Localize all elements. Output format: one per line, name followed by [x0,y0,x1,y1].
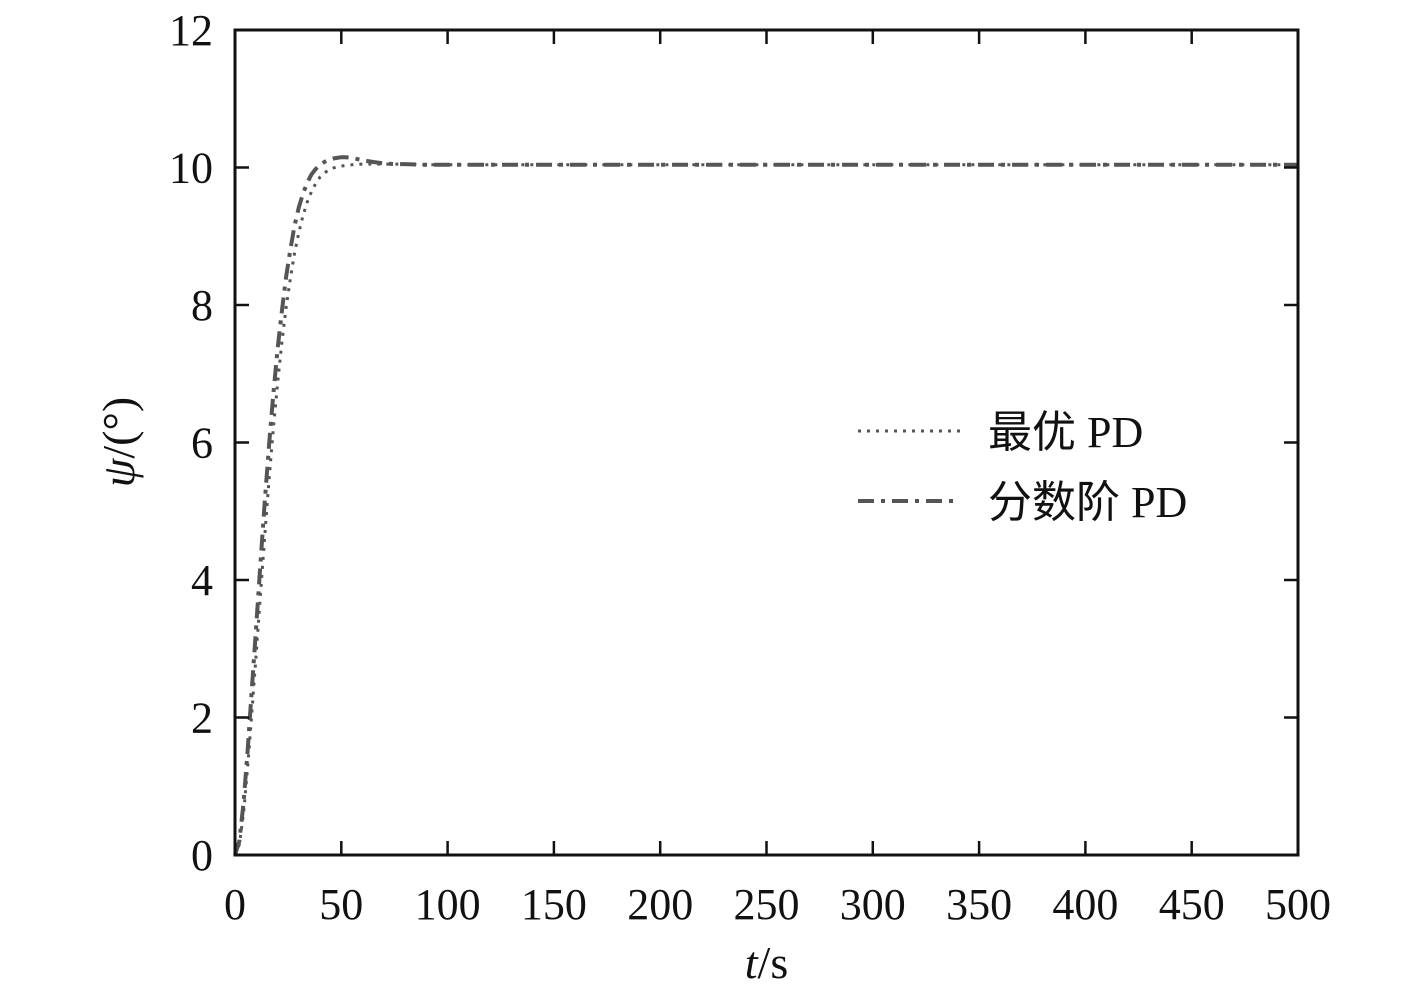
x-axis-label-symbol: t [745,937,759,988]
legend-label-2: 分数阶 PD [988,478,1187,527]
x-tick-label: 50 [319,880,363,929]
y-axis-label-unit: /(°) [93,397,144,459]
series-layer [233,155,1298,856]
x-tick-label: 200 [627,880,693,929]
y-axis-label: ψ/(°) [93,397,144,487]
series-line-1 [233,162,1298,856]
series-line-2 [233,155,1298,856]
x-tick-label: 100 [415,880,481,929]
y-tick-label: 2 [191,694,213,743]
x-tick-label: 0 [224,880,246,929]
legend: 最优 PD 分数阶 PD [858,408,1187,527]
y-tick-label: 0 [191,831,213,880]
x-tick-label: 150 [521,880,587,929]
x-tick-label: 300 [840,880,906,929]
legend-label-1: 最优 PD [988,408,1143,457]
x-tick-label: 400 [1052,880,1118,929]
y-tick-label: 6 [191,419,213,468]
y-tick-label: 8 [191,281,213,330]
x-tick-label: 250 [734,880,800,929]
x-axis-label: t/s [745,937,788,988]
y-tick-label: 4 [191,556,213,605]
y-axis-label-symbol: ψ [93,457,144,487]
x-axis-label-unit: /s [758,937,789,988]
x-tick-label: 500 [1265,880,1331,929]
x-tick-label: 350 [946,880,1012,929]
labels-layer: 0 50 100 150 200 250 300 350 400 450 500 0 2 4 6 8 10 12 t… [93,6,1331,988]
ticks-layer [233,28,1300,857]
x-tick-label: 450 [1159,880,1225,929]
y-tick-label: 12 [169,6,213,55]
y-tick-label: 10 [169,144,213,193]
